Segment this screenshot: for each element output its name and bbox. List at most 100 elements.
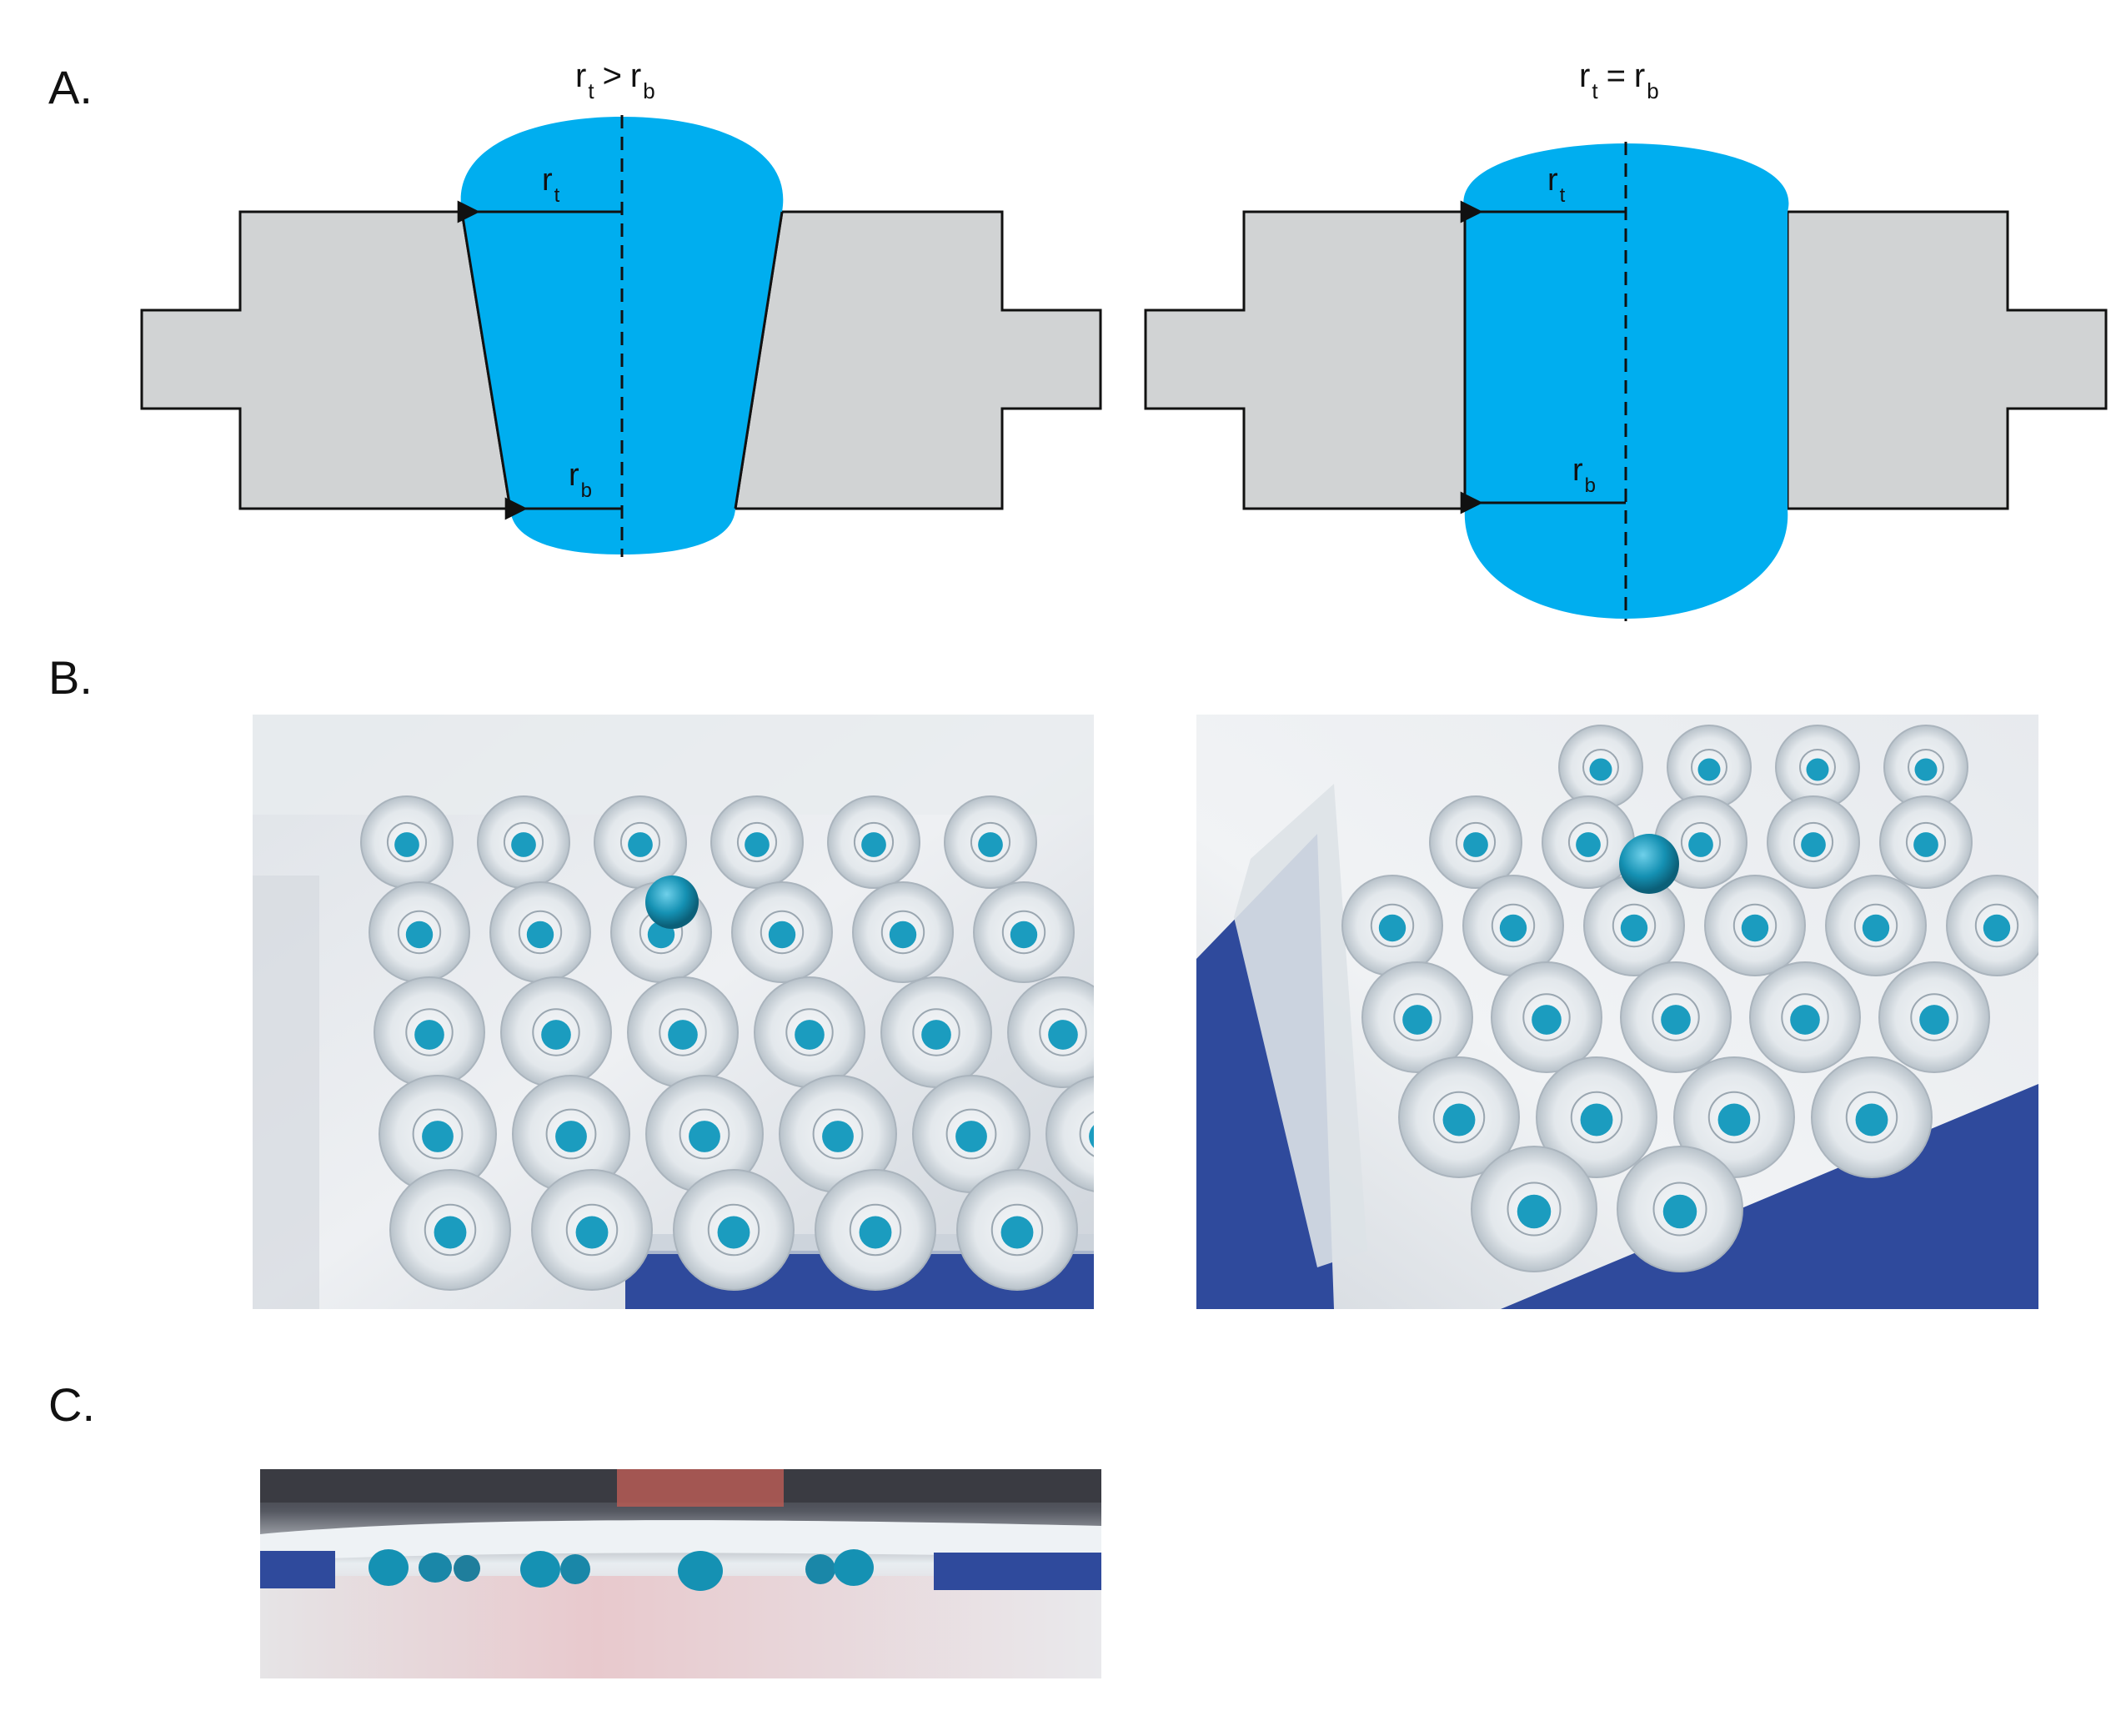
well-inner-ring <box>1393 993 1442 1041</box>
drop <box>1697 758 1721 781</box>
well-inner-ring <box>1707 1091 1761 1144</box>
label-rt: rt <box>1547 163 1566 207</box>
drop <box>394 832 419 857</box>
well-inner-ring <box>1567 821 1609 863</box>
well-inner-ring <box>1845 1091 1898 1144</box>
well-inner-ring <box>785 1008 834 1056</box>
well-inner-ring <box>503 821 544 863</box>
hanging-drop <box>678 1551 723 1591</box>
panel-label-a: A. <box>48 61 93 113</box>
well-inner-ring <box>1974 903 2019 948</box>
well-inner-ring <box>1079 1111 1094 1157</box>
drop <box>1914 758 1938 781</box>
drop <box>1806 758 1829 781</box>
well-inner-ring <box>1491 903 1536 948</box>
well <box>1045 1076 1094 1192</box>
hanging-drop <box>454 1555 480 1582</box>
drop <box>1402 1005 1432 1035</box>
plate-right-block <box>1786 210 2108 510</box>
drop <box>1913 832 1938 857</box>
hanging-drop-large <box>645 876 699 929</box>
well-inner-ring <box>1680 821 1722 863</box>
drop <box>1801 832 1826 857</box>
hanging-drop-large <box>1619 834 1679 894</box>
drop <box>795 1020 825 1050</box>
wall-line-left <box>460 211 512 509</box>
well-inner-ring <box>424 1203 477 1257</box>
well-inner-ring <box>1691 749 1727 785</box>
drop <box>526 921 554 949</box>
diagram-straight-well: rt rb rt = rb <box>1144 58 2108 621</box>
hanging-drop <box>520 1551 560 1588</box>
label-rb-sub: b <box>581 479 592 502</box>
well-inner-ring <box>1908 749 1944 785</box>
well-inner-ring <box>412 1108 464 1160</box>
drop <box>668 1020 698 1050</box>
drop <box>978 832 1003 857</box>
well-inner-ring <box>1455 821 1497 863</box>
drop <box>1862 914 1890 942</box>
drop <box>717 1216 750 1249</box>
well-inner-ring <box>760 910 805 955</box>
label-rt: rt <box>542 163 560 207</box>
drop <box>1741 914 1769 942</box>
well-inner-ring <box>565 1203 619 1257</box>
label-rt-sub: t <box>554 184 560 207</box>
drop <box>1532 1005 1562 1035</box>
drop <box>1442 1103 1476 1136</box>
drop <box>955 1121 987 1152</box>
drop <box>861 832 886 857</box>
wall-line-right <box>734 211 784 509</box>
drop <box>1010 921 1038 949</box>
title-inequality: rt > rb <box>575 58 655 103</box>
well-inner-ring <box>1039 1008 1087 1056</box>
well-inner-ring <box>1732 903 1778 948</box>
drop <box>1048 1020 1078 1050</box>
label-rb: rb <box>569 458 592 502</box>
well-inner-ring <box>945 1108 997 1160</box>
well-inner-ring <box>1793 821 1834 863</box>
drop <box>1089 1125 1094 1148</box>
drop <box>745 832 770 857</box>
drop <box>555 1121 587 1152</box>
photo-plate-angled-view-right <box>1196 715 2038 1309</box>
drop <box>822 1121 854 1152</box>
drop <box>541 1020 571 1050</box>
panel-label-c: C. <box>48 1378 95 1431</box>
label-rb: rb <box>1572 453 1596 497</box>
drop <box>1790 1005 1820 1035</box>
well-inner-ring <box>849 1203 902 1257</box>
drop <box>921 1020 951 1050</box>
hanging-drop <box>805 1554 835 1584</box>
drop <box>414 1020 444 1050</box>
hanging-drop <box>369 1549 409 1586</box>
plate-left-block <box>140 210 512 510</box>
drop <box>1576 832 1601 857</box>
well-inner-ring <box>970 821 1011 863</box>
drop <box>405 921 434 949</box>
drop <box>1717 1103 1751 1136</box>
hanging-drop <box>834 1549 874 1586</box>
well-inner-ring <box>736 821 778 863</box>
title-equality: rt = rb <box>1579 58 1659 103</box>
drop <box>1662 1194 1697 1229</box>
drop <box>1517 1194 1552 1229</box>
well-inner-ring <box>1781 993 1829 1041</box>
drop <box>1983 914 2011 942</box>
plate-left-block <box>1144 210 1467 510</box>
photo-plate-top-view-left <box>253 715 1094 1309</box>
drop <box>1688 832 1713 857</box>
panel-label-b: B. <box>48 651 93 704</box>
well-inner-ring <box>1582 749 1619 785</box>
drop <box>1661 1005 1691 1035</box>
well-inner-ring <box>386 821 428 863</box>
drop <box>575 1216 609 1249</box>
well-grid <box>360 795 1094 1291</box>
well-inner-ring <box>1910 993 1958 1041</box>
plate-right-block <box>734 210 1102 510</box>
well-inner-ring <box>1652 1182 1707 1237</box>
drop <box>1000 1216 1034 1249</box>
well-inner-ring <box>1522 993 1571 1041</box>
drop <box>1919 1005 1949 1035</box>
well-inner-ring <box>518 910 563 955</box>
